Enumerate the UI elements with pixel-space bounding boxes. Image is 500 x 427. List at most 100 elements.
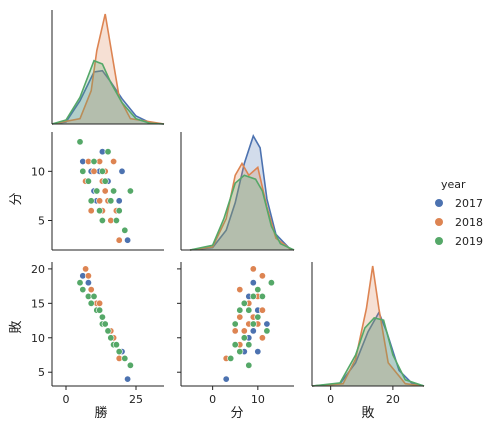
kde-fill-0-2018 xyxy=(52,14,164,124)
scatter-point-2-0-2019-0 xyxy=(76,279,84,287)
scatter-point-1-0-2019-8 xyxy=(98,217,106,225)
legend-marker-2017 xyxy=(435,199,443,207)
scatter-point-2-1-2019-11 xyxy=(240,334,248,342)
scatter-point-2-0-2018-2 xyxy=(87,286,95,294)
scatter-point-1-0-2018-2 xyxy=(87,207,95,215)
legend-label-2017: 2017 xyxy=(455,197,483,210)
scatter-point-2-1-2018-6 xyxy=(258,306,266,314)
scatter-point-1-0-2019-4 xyxy=(90,158,98,166)
scatter-point-1-0-2019-5 xyxy=(93,187,101,195)
y-axis-label-draw: 分 xyxy=(9,192,24,205)
kde-line-0-2019 xyxy=(51,59,165,125)
scatter-point-2-0-2018-5 xyxy=(96,299,104,307)
scatter-point-1-0-2019-1 xyxy=(79,167,87,175)
scatter-point-2-1-2019-7 xyxy=(254,313,262,321)
scatter-point-2-1-2019-9 xyxy=(249,320,257,328)
kde-line-1-2017 xyxy=(189,134,295,251)
scatter-point-2-1-2018-2 xyxy=(236,286,244,294)
scatter-point-1-0-2018-3 xyxy=(90,167,98,175)
kde-fill-0-2017 xyxy=(52,70,164,124)
y-tick-label-1-5: 5 xyxy=(38,215,45,228)
x-tick-label-1-0: 0 xyxy=(209,393,216,406)
x-tick-label-2-20: 20 xyxy=(386,393,400,406)
y-tick-label-2-15: 15 xyxy=(31,297,45,310)
y-tick-label-1-10: 10 xyxy=(31,165,45,178)
x-tick-label-2-0: 0 xyxy=(327,393,334,406)
y-tick-label-2-10: 10 xyxy=(31,332,45,345)
scatter-point-1-0-2019-14 xyxy=(115,207,123,215)
scatter-point-2-0-2019-1 xyxy=(79,286,87,294)
scatter-point-2-1-2017-1 xyxy=(249,279,257,287)
kde-fill-2-2018 xyxy=(312,266,424,386)
scatter-point-2-1-2017-9 xyxy=(249,327,257,335)
legend: year 2017 2018 2019 xyxy=(435,178,483,248)
scatter-point-2-0-2019-15 xyxy=(121,354,129,362)
scatter-point-2-1-2019-14 xyxy=(236,348,244,356)
scatter-point-1-0-2019-9 xyxy=(101,177,109,185)
scatter-point-2-1-2019-16 xyxy=(245,361,253,369)
scatter-point-2-1-2019-1 xyxy=(254,286,262,294)
kde-fill-1-2019 xyxy=(190,175,294,250)
scatter-point-2-0-2019-3 xyxy=(87,299,95,307)
scatter-point-1-0-2019-12 xyxy=(110,187,118,195)
x-tick-label-1-10: 10 xyxy=(251,393,265,406)
scatter-point-2-1-2018-8 xyxy=(236,313,244,321)
scatter-point-2-0-2019-6 xyxy=(96,306,104,314)
scatter-point-1-0-2018-5 xyxy=(96,197,104,205)
scatter-point-1-0-2018-15 xyxy=(115,236,123,244)
y-tick-label-2-5: 5 xyxy=(38,366,45,379)
scatter-point-1-0-2019-0 xyxy=(76,138,84,146)
kde-fill-1-2017 xyxy=(190,136,294,250)
x-axis-label-loss: 敗 xyxy=(361,406,374,421)
legend-title: year xyxy=(441,178,466,191)
scatter-point-2-1-2019-8 xyxy=(231,320,239,328)
scatter-point-2-0-2019-13 xyxy=(112,341,120,349)
scatter-point-2-1-2018-0 xyxy=(249,265,257,273)
scatter-point-1-0-2019-11 xyxy=(107,197,115,205)
y-axis-label-loss: 敗 xyxy=(9,320,24,333)
kde-line-1-2018 xyxy=(189,161,295,251)
scatter-point-2-1-2019-5 xyxy=(245,306,253,314)
x-tick-label-0-25: 25 xyxy=(129,393,143,406)
scatter-point-2-1-2019-2 xyxy=(249,292,257,300)
x-axis-label-draw: 分 xyxy=(230,406,243,421)
kde-line-1-2019 xyxy=(189,174,295,251)
scatter-point-1-0-2019-10 xyxy=(104,148,112,156)
scatter-point-2-0-2019-7 xyxy=(98,313,106,321)
kde-line-2-2018 xyxy=(311,265,425,387)
scatter-point-2-1-2017-14 xyxy=(254,348,262,356)
scatter-point-2-1-2019-15 xyxy=(227,354,235,362)
legend-marker-2019 xyxy=(435,237,443,245)
scatter-point-1-0-2019-15 xyxy=(121,226,129,234)
scatter-point-2-1-2017-15 xyxy=(222,375,230,383)
x-axis-label-win: 勝 xyxy=(94,406,107,421)
scatter-point-2-1-2019-10 xyxy=(263,327,271,335)
scatter-point-1-0-2019-16 xyxy=(126,187,134,195)
scatter-point-2-0-2017-15 xyxy=(124,375,132,383)
kde-fill-0-2019 xyxy=(52,60,164,124)
scatter-point-1-0-2017-13 xyxy=(115,197,123,205)
scatter-point-2-0-2017-1 xyxy=(84,279,92,287)
scatter-point-1-0-2019-13 xyxy=(112,217,120,225)
scatter-point-2-1-2019-12 xyxy=(245,341,253,349)
scatter-point-2-0-2019-11 xyxy=(107,334,115,342)
legend-label-2019: 2019 xyxy=(455,235,483,248)
scatter-point-1-0-2017-15 xyxy=(124,236,132,244)
kde-line-2-2019 xyxy=(311,317,425,387)
scatter-point-1-0-2018-9 xyxy=(101,187,109,195)
legend-label-2018: 2018 xyxy=(455,216,483,229)
scatter-point-2-1-2018-12 xyxy=(231,327,239,335)
scatter-point-2-0-2019-10 xyxy=(104,327,112,335)
scatter-point-1-0-2019-7 xyxy=(98,167,106,175)
scatter-point-2-0-2018-1 xyxy=(84,272,92,280)
scatter-point-2-0-2018-0 xyxy=(82,265,90,273)
scatter-point-1-0-2019-2 xyxy=(84,177,92,185)
kde-line-0-2018 xyxy=(51,13,165,125)
scatter-point-2-0-2019-14 xyxy=(115,348,123,356)
scatter-point-2-1-2018-13 xyxy=(258,334,266,342)
scatter-point-2-1-2019-0 xyxy=(267,279,275,287)
scatter-point-2-1-2019-4 xyxy=(258,292,266,300)
scatter-point-2-1-2019-3 xyxy=(240,299,248,307)
kde-line-0-2017 xyxy=(51,69,165,125)
